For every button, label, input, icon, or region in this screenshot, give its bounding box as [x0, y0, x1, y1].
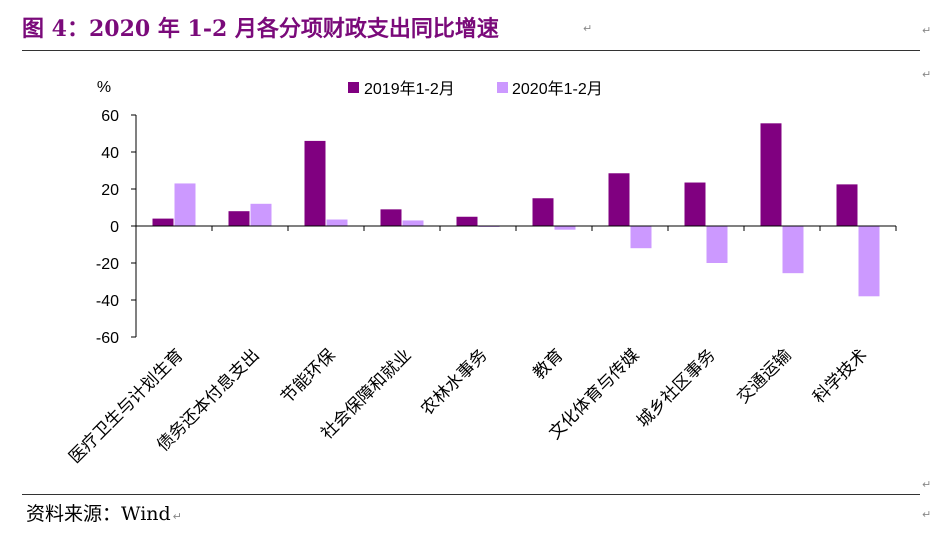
legend-swatch-2020 — [497, 82, 508, 93]
x-tick-label: 交通运输 — [733, 345, 795, 407]
legend: 2019年1-2月 2020年1-2月 — [348, 80, 603, 98]
bar-2019-0 — [152, 218, 174, 226]
paragraph-mark-right-1: ↵ — [922, 24, 932, 37]
y-tick-label: -60 — [96, 330, 119, 347]
paragraph-mark-right-2: ↵ — [922, 68, 932, 81]
paragraph-mark-right-3: ↵ — [922, 478, 932, 491]
x-tick-label: 科学技术 — [809, 345, 871, 407]
legend-swatch-2019 — [348, 82, 359, 93]
bar-2019-6 — [608, 173, 630, 226]
x-tick-label: 城乡社区事务 — [633, 345, 719, 431]
bar-2019-4 — [456, 216, 478, 226]
y-axis: 60 40 20 0 -20 -40 -60 — [96, 108, 137, 347]
bar-2019-8 — [760, 123, 782, 226]
bar-2020-0 — [174, 183, 196, 226]
top-rule — [22, 50, 920, 51]
y-tick-label: 20 — [101, 182, 119, 199]
figure-title: 图 4：2020 年 1-2 月各分项财政支出同比增速 — [22, 16, 499, 42]
y-tick-label: -20 — [96, 256, 119, 273]
bar-2020-2 — [326, 219, 348, 226]
bar-2019-2 — [304, 140, 326, 226]
bar-2019-9 — [836, 184, 858, 226]
legend-label-2019: 2019年1-2月 — [364, 80, 455, 98]
bar-2020-3 — [402, 220, 424, 226]
bar-2020-5 — [554, 226, 576, 230]
bar-2019-5 — [532, 198, 554, 226]
bars — [152, 123, 880, 297]
bar-2020-9 — [858, 226, 880, 297]
bottom-rule — [22, 494, 920, 495]
paragraph-mark-source: ↵ — [172, 510, 182, 523]
bar-2019-3 — [380, 209, 402, 226]
y-tick-label: 0 — [110, 219, 119, 236]
bar-2020-1 — [250, 203, 272, 226]
x-tick-label: 教育 — [529, 345, 567, 383]
bar-2019-7 — [684, 182, 706, 226]
x-axis — [135, 225, 897, 231]
bar-2020-6 — [630, 226, 652, 249]
x-tick-label: 农林水事务 — [417, 345, 491, 419]
y-tick-label: 40 — [101, 145, 119, 162]
bar-2020-7 — [706, 226, 728, 263]
legend-label-2020: 2020年1-2月 — [512, 80, 603, 98]
paragraph-mark-right-4: ↵ — [922, 508, 932, 521]
paragraph-mark-title: ↵ — [583, 22, 593, 35]
y-axis-unit-label: % — [97, 79, 111, 96]
y-tick-label: -40 — [96, 293, 119, 310]
source-label: 资料来源：Wind — [26, 503, 171, 525]
bar-2019-1 — [228, 211, 250, 226]
source-note: 资料来源：Wind ↵ — [26, 499, 182, 526]
bar-2020-8 — [782, 226, 804, 274]
y-tick-label: 60 — [101, 108, 119, 125]
x-tick-label: 节能环保 — [277, 345, 339, 407]
